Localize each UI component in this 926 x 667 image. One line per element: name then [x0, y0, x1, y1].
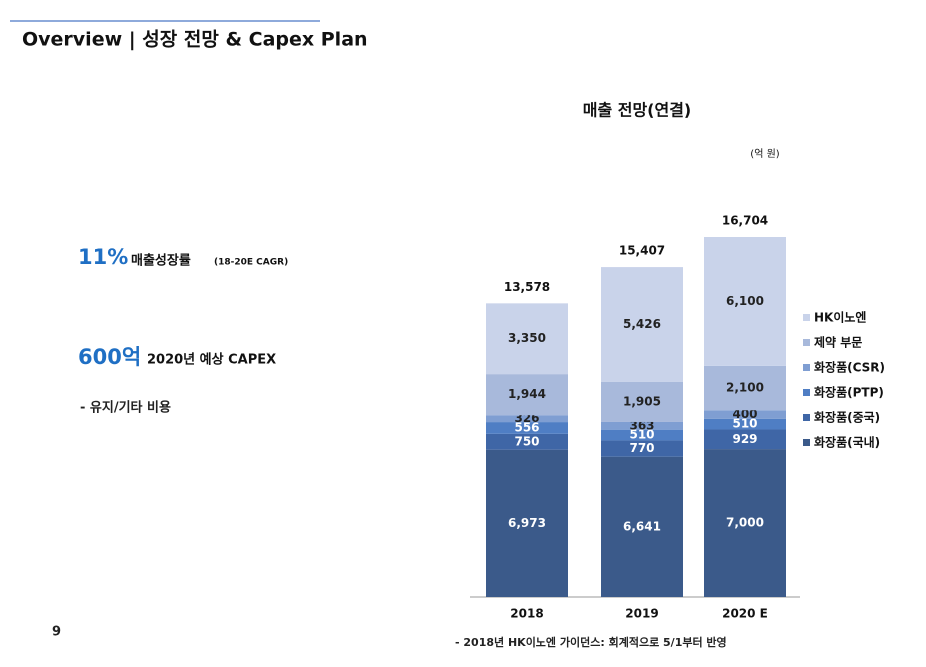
- value-label: 750: [514, 434, 539, 448]
- value-label: 510: [732, 417, 757, 431]
- x-tick-label: 2020 E: [722, 607, 768, 621]
- legend-swatch: [803, 439, 810, 446]
- page-number: 9: [52, 625, 61, 640]
- value-label: 400: [732, 407, 757, 421]
- bar-segment: [486, 433, 568, 450]
- value-label: 510: [629, 428, 654, 442]
- bar-segment: [601, 429, 683, 441]
- legend-swatch: [803, 364, 810, 371]
- bar-segment: [704, 365, 786, 411]
- bar-segment: [486, 415, 568, 423]
- stat-label: 2020년 예상 CAPEX: [147, 352, 276, 368]
- bar-segment: [601, 381, 683, 422]
- total-label: 15,407: [619, 244, 665, 258]
- legend-swatch: [803, 339, 810, 346]
- value-label: 929: [732, 432, 757, 446]
- bar-segment: [704, 410, 786, 419]
- legend-label: 화장품(CSR): [814, 360, 885, 375]
- stat-figure: 600억: [78, 345, 141, 369]
- legend-label: 화장품(국내): [814, 435, 880, 450]
- bar-segment: [601, 421, 683, 430]
- legend-label: 제약 부문: [814, 335, 862, 350]
- bar-segment: [704, 237, 786, 366]
- legend-label: 화장품(PTP): [814, 385, 884, 400]
- legend-label: HK이노엔: [814, 310, 866, 325]
- value-label: 556: [514, 420, 539, 434]
- value-label: 770: [629, 441, 654, 455]
- legend-label: 화장품(중국): [814, 410, 880, 425]
- stat-figure: 11%: [78, 245, 128, 269]
- value-label: 1,944: [508, 387, 546, 401]
- x-tick-label: 2018: [510, 607, 543, 621]
- bar-segment: [704, 418, 786, 430]
- footnote: - 2018년 HK이노엔 가이던스: 회계적으로 5/1부터 반영: [455, 635, 727, 649]
- bar-segment: [486, 422, 568, 434]
- bar-segment: [601, 440, 683, 457]
- value-label: 1,905: [623, 394, 661, 408]
- chart-title: 매출 전망(연결): [583, 101, 692, 120]
- unit-label: (억 원): [750, 148, 779, 160]
- bar-segment: [601, 456, 683, 597]
- legend-swatch: [803, 414, 810, 421]
- bar-segment: [486, 303, 568, 375]
- value-label: 6,641: [623, 519, 661, 533]
- bar-segment: [704, 449, 786, 597]
- bar-segment: [704, 429, 786, 450]
- legend-swatch: [803, 314, 810, 321]
- total-label: 13,578: [504, 280, 550, 294]
- value-label: 2,100: [726, 381, 764, 395]
- bar-segment: [601, 267, 683, 382]
- x-tick-label: 2019: [625, 607, 658, 621]
- total-label: 16,704: [722, 214, 768, 228]
- stat-bullet: - 유지/기타 비용: [80, 400, 171, 416]
- value-label: 6,100: [726, 294, 764, 308]
- value-label: 3,350: [508, 331, 546, 345]
- stat-label: 매출성장률: [131, 253, 191, 269]
- legend-swatch: [803, 389, 810, 396]
- bar-segment: [486, 374, 568, 416]
- value-label: 7,000: [726, 516, 764, 530]
- value-label: 6,973: [508, 516, 546, 530]
- value-label: 5,426: [623, 317, 661, 331]
- stat-note: (18-20E CAGR): [214, 258, 288, 268]
- slide-title: Overview | 성장 전망 & Capex Plan: [22, 29, 368, 51]
- bar-segment: [486, 449, 568, 597]
